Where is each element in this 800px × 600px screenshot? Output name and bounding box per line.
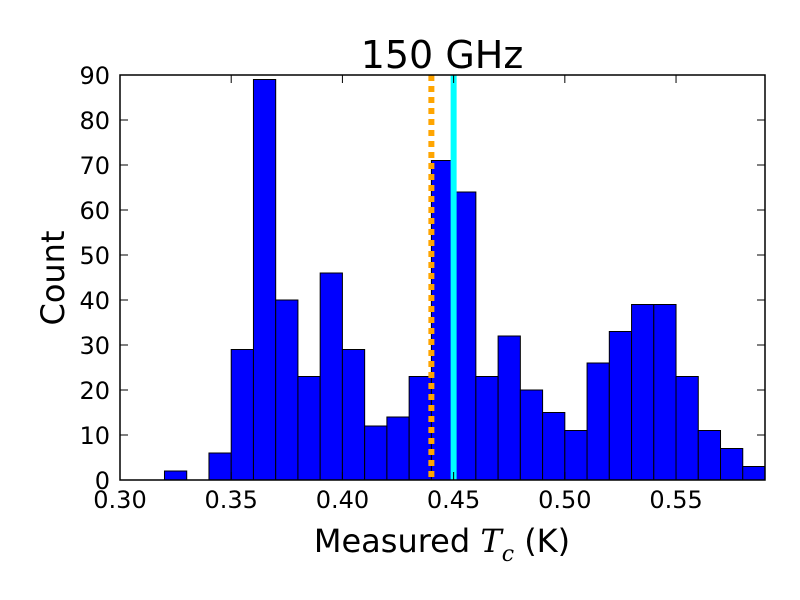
y-tick-label: 20 [79, 377, 110, 405]
x-tick-label: 0.30 [93, 486, 146, 514]
histogram-bar [497, 335, 521, 481]
x-tick-label: 0.45 [427, 486, 480, 514]
histogram-bar [720, 448, 744, 481]
y-tick-label: 40 [79, 287, 110, 315]
y-axis-label: Count [34, 230, 72, 325]
histogram-bar [230, 349, 254, 481]
histogram-bar [297, 376, 321, 481]
x-axis-label: Measured Tc (K) [314, 522, 570, 567]
histogram-bar [697, 430, 722, 481]
y-axis-ticks: 0 10 20 30 40 50 60 70 80 90 [79, 62, 765, 495]
histogram-bar [163, 470, 188, 481]
histogram-bar [742, 466, 766, 481]
x-axis-ticks: 0.30 0.35 0.40 0.45 0.50 0.55 [93, 75, 703, 514]
y-tick-label: 90 [79, 62, 110, 90]
histogram-bar [386, 416, 410, 481]
histogram-bar [252, 79, 277, 481]
histogram-bar [475, 376, 499, 481]
y-tick-label: 50 [79, 242, 110, 270]
x-tick-label: 0.50 [538, 486, 591, 514]
histogram-bar [430, 160, 455, 481]
histogram-bar [519, 389, 544, 481]
y-tick-label: 30 [79, 332, 110, 360]
histogram-bar [608, 331, 633, 481]
histogram-bar [275, 299, 299, 481]
histogram-bar [564, 430, 588, 481]
histogram-bar [364, 425, 388, 481]
histogram-bar [341, 349, 366, 481]
histogram-bar [319, 272, 343, 481]
histogram-bar [408, 376, 432, 481]
y-tick-label: 60 [79, 197, 110, 225]
histogram-bar [208, 452, 232, 481]
chart-title: 150 GHz [361, 33, 524, 77]
y-tick-label: 10 [79, 422, 110, 450]
bars-group [163, 79, 766, 481]
histogram-bar [653, 304, 677, 481]
histogram-bar [542, 412, 566, 481]
histogram-bar [631, 304, 655, 481]
histogram-bar [675, 376, 699, 481]
histogram-bar [453, 191, 477, 481]
histogram-bar [586, 362, 610, 481]
x-tick-label: 0.55 [649, 486, 702, 514]
x-tick-label: 0.40 [316, 486, 369, 514]
x-tick-label: 0.35 [204, 486, 257, 514]
reference-lines [428, 75, 457, 480]
y-tick-label: 80 [79, 107, 110, 135]
plot-frame [119, 74, 766, 481]
y-tick-label: 70 [79, 152, 110, 180]
y-tick-label: 0 [95, 467, 110, 495]
